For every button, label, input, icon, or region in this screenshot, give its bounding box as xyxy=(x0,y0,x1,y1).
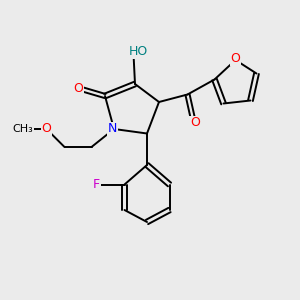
Text: CH₃: CH₃ xyxy=(12,124,33,134)
Text: HO: HO xyxy=(128,44,148,58)
Text: O: O xyxy=(190,116,200,130)
Text: N: N xyxy=(108,122,117,136)
Text: O: O xyxy=(42,122,51,136)
Text: O: O xyxy=(231,52,240,65)
Text: F: F xyxy=(92,178,100,191)
Text: O: O xyxy=(73,82,83,95)
